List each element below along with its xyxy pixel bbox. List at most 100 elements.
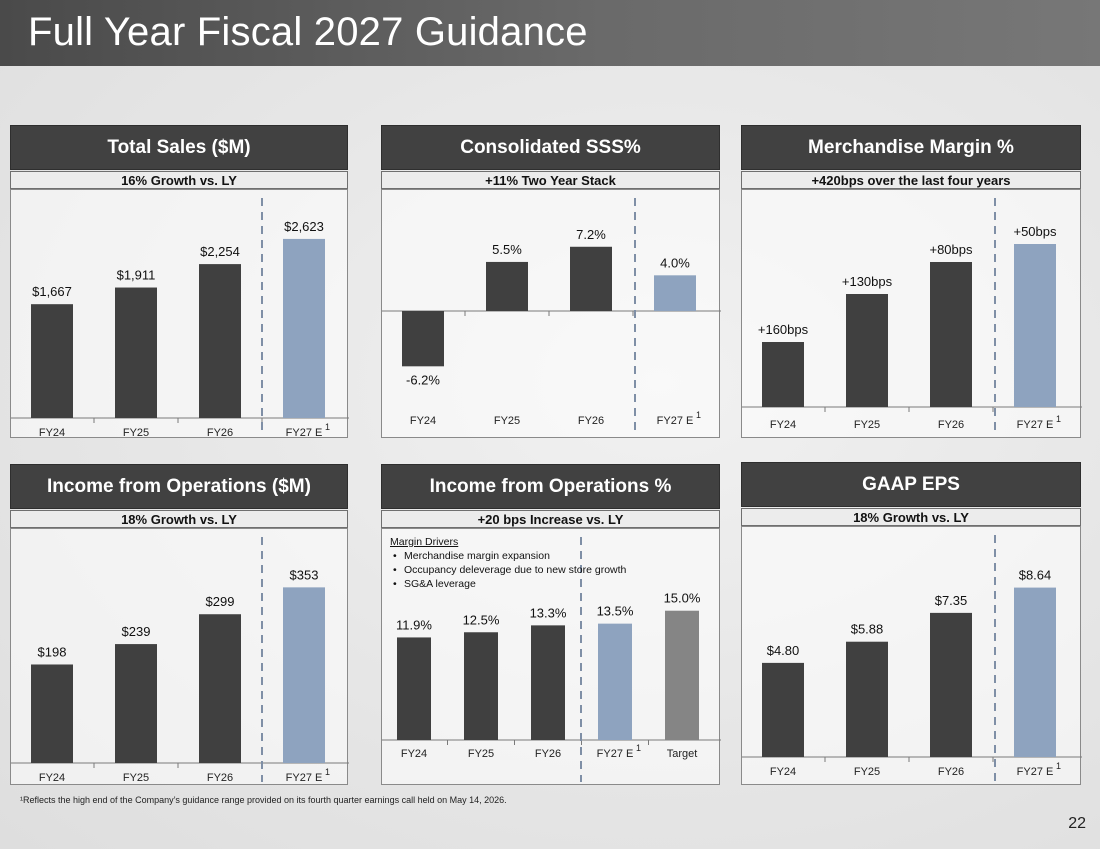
data-label: 13.5% <box>597 604 634 619</box>
category-label: FY24 <box>770 766 796 778</box>
data-label: $8.64 <box>1019 568 1052 583</box>
footnote-marker: 1 <box>1056 414 1061 424</box>
footnote-marker: 1 <box>696 410 701 420</box>
category-label: FY25 <box>123 772 149 784</box>
data-label: +160bps <box>758 322 809 337</box>
category-label: FY26 <box>938 419 964 431</box>
bar-fy26 <box>199 264 241 418</box>
margin-driver-item: SG&A leverage <box>393 577 626 591</box>
bar-fy27-e <box>598 623 632 740</box>
bar-fy25 <box>486 261 528 311</box>
data-label: 5.5% <box>492 242 522 257</box>
bar-fy24 <box>397 637 431 740</box>
category-label: FY25 <box>854 419 880 431</box>
category-label: FY27 E <box>1017 419 1054 431</box>
margin-drivers-list: Merchandise margin expansion Occupancy d… <box>390 549 626 591</box>
data-label: $1,911 <box>117 268 156 283</box>
panel-income-from-operations: Income from Operations ($M) 18% Growth v… <box>10 464 349 785</box>
footnote-marker: 1 <box>325 422 330 432</box>
page-title: Full Year Fiscal 2027 Guidance <box>28 10 588 54</box>
panel-subheader: +20 bps Increase vs. LY <box>381 510 720 528</box>
panel-subheader: +420bps over the last four years <box>741 171 1081 189</box>
data-label: -6.2% <box>406 372 440 387</box>
data-label: 12.5% <box>463 612 500 627</box>
data-label: +50bps <box>1013 224 1057 239</box>
bar-fy27-e <box>1014 587 1056 757</box>
panel-gaap-eps: GAAP EPS 18% Growth vs. LY $4.80 FY24 $5.8… <box>741 462 1082 785</box>
bar-fy25 <box>846 294 888 407</box>
panel-header: GAAP EPS <box>741 462 1081 507</box>
page-number: 22 <box>1068 815 1086 832</box>
title-bar: Full Year Fiscal 2027 Guidance <box>0 0 1100 66</box>
data-label: $7.35 <box>935 593 968 608</box>
category-label: FY25 <box>123 427 149 439</box>
category-label: FY26 <box>535 748 561 760</box>
chart-total-sales: $1,667 FY24 $1,911 FY25 $2,254 FY26 $2,623 FY27… <box>10 189 349 439</box>
bar-target <box>665 610 699 740</box>
data-label: $2,623 <box>284 219 324 234</box>
panel-header: Consolidated SSS% <box>381 125 720 170</box>
category-label: FY24 <box>410 415 436 427</box>
bar-fy24 <box>762 342 804 407</box>
data-label: $2,254 <box>200 244 240 259</box>
data-label: $4.80 <box>767 643 800 658</box>
bar-fy26 <box>531 625 565 740</box>
data-label: 15.0% <box>664 591 701 606</box>
category-label: FY26 <box>207 427 233 439</box>
category-label: FY25 <box>854 766 880 778</box>
panel-header: Income from Operations % <box>381 464 720 509</box>
data-label: $239 <box>122 624 151 639</box>
bar-fy24 <box>402 311 444 367</box>
panel-header: Income from Operations ($M) <box>10 464 348 509</box>
footnote-marker: 1 <box>636 743 641 753</box>
bar-fy26 <box>930 262 972 407</box>
category-label: FY25 <box>468 748 494 760</box>
bar-fy26 <box>930 612 972 757</box>
data-label: +80bps <box>929 242 973 257</box>
panel-subheader: 18% Growth vs. LY <box>741 508 1081 526</box>
data-label: $299 <box>206 594 235 609</box>
footnote-marker: 1 <box>325 767 330 777</box>
bar-fy24 <box>762 662 804 757</box>
category-label: FY24 <box>39 427 65 439</box>
category-label: FY24 <box>401 748 427 760</box>
bar-fy24 <box>31 664 73 763</box>
chart-svg-income-from-operations-pct: 11.9% FY24 12.5% FY25 13.3% FY26 13.5% FY27 E 1 1… <box>382 537 721 782</box>
category-label: FY27 E <box>597 748 634 760</box>
category-label: FY24 <box>39 772 65 784</box>
chart-svg-total-sales: $1,667 FY24 $1,911 FY25 $2,254 FY26 $2,623 FY27… <box>11 198 349 439</box>
category-label: FY25 <box>494 415 520 427</box>
panel-subheader: 16% Growth vs. LY <box>10 171 348 189</box>
category-label: FY24 <box>770 419 796 431</box>
panel-header: Merchandise Margin % <box>741 125 1081 170</box>
bar-fy27-e <box>654 275 696 311</box>
bar-fy27-e <box>1014 244 1056 407</box>
bar-fy25 <box>115 287 157 418</box>
category-label: FY27 E <box>1017 766 1054 778</box>
bar-fy26 <box>570 246 612 311</box>
category-label: FY26 <box>938 766 964 778</box>
panel-header: Total Sales ($M) <box>10 125 348 170</box>
category-label: FY26 <box>207 772 233 784</box>
data-label: $198 <box>38 644 67 659</box>
bar-fy25 <box>846 641 888 757</box>
data-label: $5.88 <box>851 622 884 637</box>
bar-fy24 <box>31 304 73 418</box>
data-label: 13.3% <box>530 605 567 620</box>
data-label: 7.2% <box>576 227 606 242</box>
panel-subheader: 18% Growth vs. LY <box>10 510 348 528</box>
data-label: +130bps <box>842 274 893 289</box>
category-label: FY27 E <box>657 415 694 427</box>
data-label: $1,667 <box>32 284 72 299</box>
bar-fy27-e <box>283 238 325 418</box>
data-label: 11.9% <box>396 617 432 632</box>
margin-drivers: Margin Drivers Merchandise margin expans… <box>390 535 626 591</box>
margin-driver-item: Occupancy deleverage due to new store gr… <box>393 563 626 577</box>
